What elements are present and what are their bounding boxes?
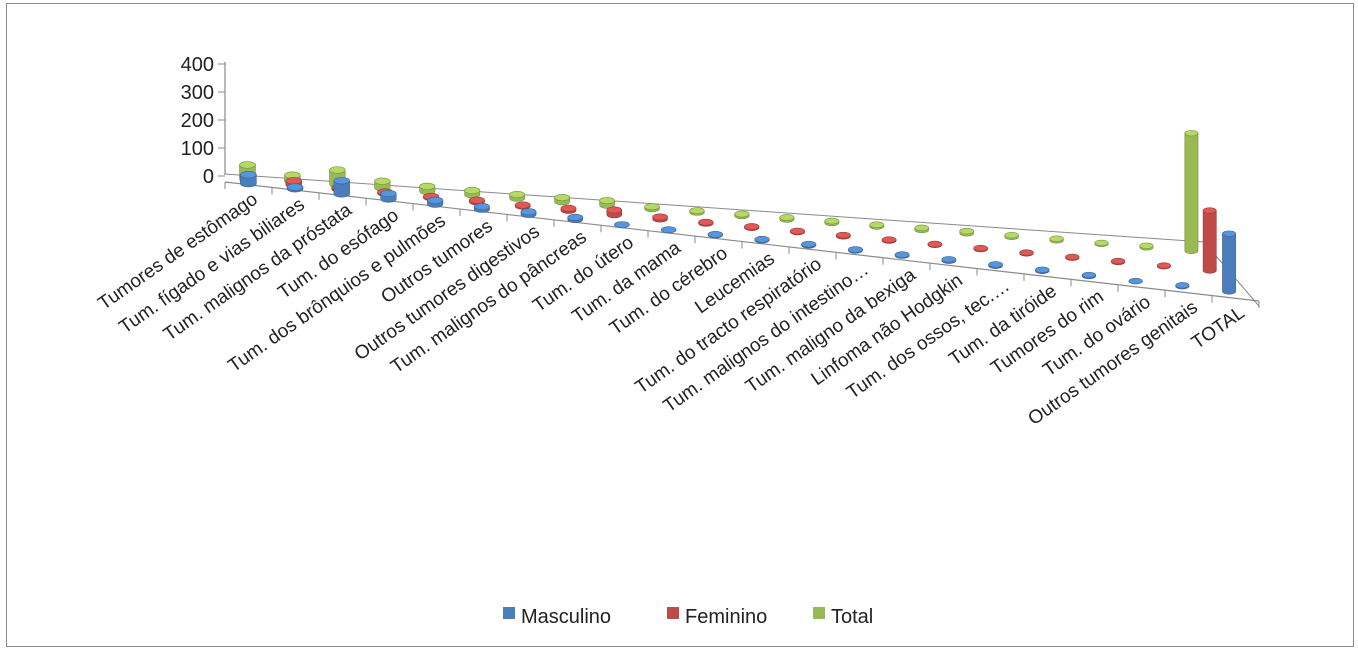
bar-masculino xyxy=(707,230,723,239)
legend-swatch-total xyxy=(813,607,825,619)
bar-feminino xyxy=(1156,262,1171,270)
y-tick-label: 400 xyxy=(181,54,214,76)
bar-total xyxy=(1094,239,1109,248)
y-tick-label: 300 xyxy=(181,82,214,104)
bar-feminino xyxy=(973,244,988,253)
bar-feminino xyxy=(698,218,714,227)
bar-feminino xyxy=(606,206,623,219)
bar-total xyxy=(914,224,930,234)
bar-total xyxy=(1139,242,1154,251)
bar-total xyxy=(644,203,660,213)
bar-feminino xyxy=(1065,253,1080,261)
y-tick-label: 200 xyxy=(181,110,214,132)
bar-masculino xyxy=(240,170,257,188)
axes-layer: 400 300 200 100 0 xyxy=(181,54,1260,308)
bar-total xyxy=(464,186,481,199)
bar-masculino xyxy=(1035,266,1050,274)
bar-masculino xyxy=(1175,282,1190,290)
bar-feminino xyxy=(927,240,943,248)
bar-total xyxy=(824,217,840,227)
bar-feminino xyxy=(652,213,668,223)
bar-feminino xyxy=(744,223,760,231)
bar-masculino xyxy=(754,235,770,244)
bar-feminino xyxy=(881,236,897,244)
legend-label-masculino: Masculino xyxy=(521,606,611,628)
legend: Masculino Feminino Total xyxy=(503,606,873,628)
bar-total xyxy=(509,191,526,202)
bar-masculino xyxy=(1081,271,1097,280)
bar-masculino xyxy=(333,177,350,198)
bar-masculino xyxy=(614,221,630,229)
bar-feminino xyxy=(1019,249,1034,257)
bar-masculino xyxy=(941,256,957,264)
bar-masculino xyxy=(1222,230,1236,295)
bar-masculino xyxy=(473,203,490,213)
bar-total xyxy=(1184,130,1199,254)
bar-total xyxy=(554,194,570,206)
bar-feminino xyxy=(1111,257,1126,266)
bar-masculino xyxy=(380,189,397,203)
legend-label-total: Total xyxy=(831,606,873,628)
bar-total xyxy=(1004,231,1019,241)
bar-total xyxy=(1049,235,1064,244)
chart-frame: 400 300 200 100 0 Tumores de estômago Tum. fí… xyxy=(6,3,1354,647)
legend-swatch-feminino xyxy=(667,607,679,619)
bar-total xyxy=(959,227,974,237)
legend-swatch-masculino xyxy=(503,607,515,619)
bar-masculino xyxy=(567,213,584,223)
bar-masculino xyxy=(660,226,677,234)
bar-masculino xyxy=(988,261,1003,269)
bar-total xyxy=(779,214,795,223)
bar-masculino xyxy=(894,251,910,259)
y-tick-label: 100 xyxy=(181,138,214,160)
bar-masculino xyxy=(520,208,537,218)
bar-total xyxy=(419,182,436,195)
bar-masculino xyxy=(801,240,817,249)
bars-layer xyxy=(239,130,1236,295)
bar-masculino xyxy=(848,246,863,254)
bar-feminino xyxy=(835,231,851,240)
bar-feminino xyxy=(1202,207,1217,274)
bar-masculino xyxy=(286,183,304,193)
bar-masculino xyxy=(427,196,444,208)
bar-feminino xyxy=(560,204,577,214)
y-tick-label: 0 xyxy=(203,166,214,188)
bar-total xyxy=(734,210,750,220)
bar-total xyxy=(869,221,885,230)
bar-masculino xyxy=(1128,277,1143,285)
bar-feminino xyxy=(790,227,805,236)
bar-total xyxy=(689,207,705,216)
legend-label-feminino: Feminino xyxy=(685,606,767,628)
bar-feminino xyxy=(514,201,531,210)
bar-total xyxy=(599,197,615,209)
